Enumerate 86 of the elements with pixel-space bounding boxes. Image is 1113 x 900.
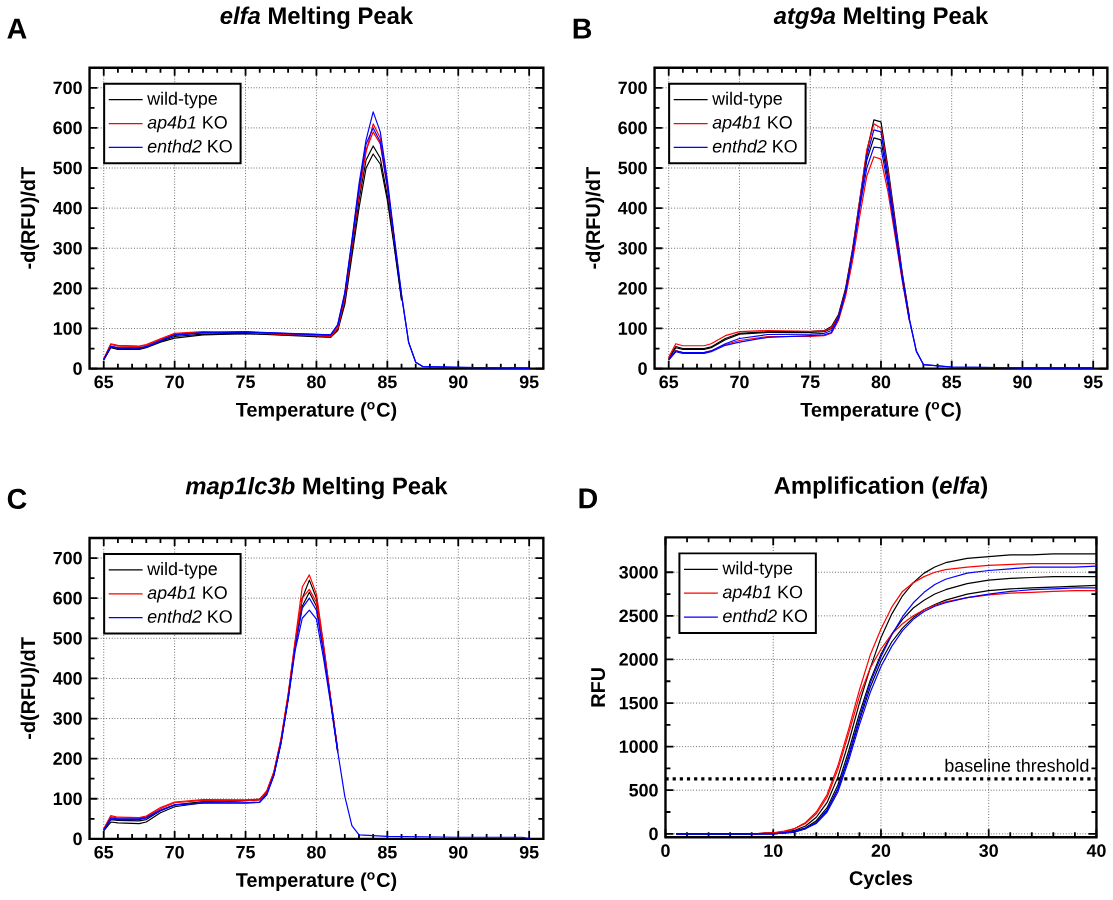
x-tick-label: 70: [730, 375, 749, 389]
legend-label: wild-type: [147, 91, 217, 109]
legend-label: ap4b1 KO: [147, 585, 227, 603]
x-tick-label: 30: [979, 844, 998, 858]
y-tick-label: 100: [618, 322, 647, 335]
x-tick-label: 80: [871, 375, 891, 389]
x-tick-label: 90: [1013, 375, 1032, 389]
y-tick-label: 500: [53, 161, 82, 175]
x-tick-label: 85: [377, 375, 397, 389]
x-tick-label: 40: [1086, 844, 1106, 858]
x-tick-label: 75: [236, 845, 255, 859]
y-axis-title: -d(RFU)/dT: [585, 167, 605, 269]
x-tick-label: 70: [165, 375, 184, 389]
y-tick-label: 2000: [619, 653, 658, 666]
text: B: [573, 18, 592, 39]
y-tick-label: 1500: [619, 696, 658, 710]
x-axis-title: Temperature ($^{o}$C): [235, 401, 397, 421]
y-tick-label: 200: [618, 282, 647, 295]
legend-label: ap4b1 KO: [722, 585, 803, 602]
y-tick-label: 600: [53, 121, 82, 135]
text: D: [579, 488, 598, 509]
y-tick-label: 0: [638, 362, 647, 376]
legend-label: wild-type: [712, 91, 782, 109]
text: C: [7, 488, 27, 510]
y-tick-label: 0: [73, 832, 82, 846]
chart-title: atg9a Melting Peak: [773, 6, 989, 29]
y-axis-title: RFU: [591, 668, 606, 707]
legend-label: wild-type: [722, 561, 793, 579]
y-tick-label: 500: [629, 783, 658, 797]
x-tick-label: 90: [448, 375, 468, 389]
x-tick-label: 95: [519, 375, 539, 389]
x-tick-label: 65: [94, 845, 114, 859]
y-tick-label: 3000: [619, 566, 658, 579]
x-tick-label: 75: [236, 375, 255, 389]
x-tick-label: 95: [519, 845, 539, 859]
x-tick-label: 85: [377, 845, 397, 859]
legend-label: ap4b1 KO: [147, 115, 227, 133]
chart-title: elfa Melting Peak: [220, 6, 414, 29]
x-axis-title: Cycles: [849, 870, 913, 890]
x-tick-label: 80: [307, 845, 326, 859]
y-tick-label: 200: [53, 282, 82, 295]
x-axis-title: Temperature ($^{o}$C): [800, 401, 961, 421]
y-tick-label: 2500: [619, 609, 658, 623]
y-tick-label: 700: [618, 81, 647, 95]
y-tick-label: 0: [73, 362, 82, 376]
x-tick-label: 75: [801, 375, 820, 389]
y-tick-label: 300: [618, 241, 647, 255]
y-tick-label: 500: [618, 161, 647, 175]
y-tick-label: 600: [618, 121, 647, 135]
legend-label: enthd2 KO: [147, 609, 232, 623]
y-tick-label: 100: [53, 792, 82, 806]
x-tick-label: 90: [448, 845, 468, 859]
x-tick-label: 70: [165, 845, 184, 859]
y-axis-title: -d(RFU)/dT: [20, 167, 40, 269]
x-tick-label: 80: [307, 375, 326, 389]
y-tick-label: 400: [52, 672, 82, 685]
x-tick-label: 85: [942, 375, 962, 389]
ref-line-label: baseline threshold: [945, 758, 1089, 772]
legend-label: ap4b1 KO: [712, 115, 792, 133]
legend-label: wild-type: [147, 562, 217, 579]
y-tick-label: 1000: [619, 740, 658, 754]
y-axis-title: -d(RFU)/dT: [20, 637, 40, 740]
y-tick-label: 400: [618, 201, 647, 215]
chart-title: map1lc3b Melting Peak: [185, 476, 448, 500]
legend-label: enthd2 KO: [712, 139, 797, 153]
chart-title: Amplification (elfa): [774, 476, 988, 499]
legend-label: enthd2 KO: [723, 609, 808, 623]
y-tick-label: 0: [649, 827, 658, 841]
y-tick-label: 200: [53, 752, 82, 766]
x-tick-label: 65: [659, 375, 679, 389]
y-tick-label: 300: [53, 712, 82, 725]
x-tick-label: 20: [871, 844, 891, 858]
x-tick-label: 65: [94, 375, 114, 389]
y-tick-label: 100: [53, 322, 82, 335]
x-axis-title: Temperature ($^{o}$C): [235, 872, 397, 892]
x-tick-label: 10: [764, 844, 783, 858]
y-tick-label: 700: [53, 551, 82, 565]
x-tick-label: 0: [661, 844, 670, 858]
y-tick-label: 700: [53, 81, 82, 95]
y-tick-label: 400: [52, 201, 82, 215]
y-tick-label: 500: [53, 632, 82, 645]
legend-label: enthd2 KO: [147, 139, 232, 153]
y-tick-label: 300: [53, 241, 82, 255]
text: A: [7, 18, 27, 39]
y-tick-label: 600: [53, 591, 82, 605]
x-tick-label: 95: [1083, 375, 1103, 389]
